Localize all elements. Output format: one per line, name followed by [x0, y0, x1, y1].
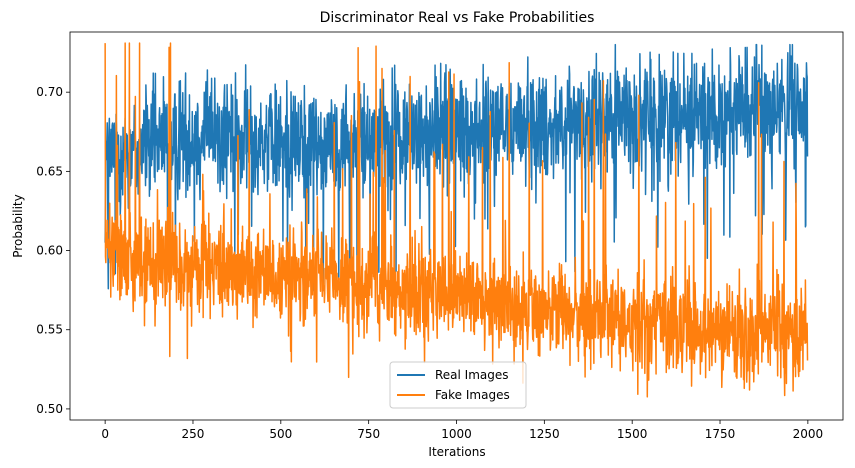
- series-layer: [104, 42, 809, 398]
- legend-label-fake-images: Fake Images: [435, 388, 510, 402]
- x-tick-label: 2000: [793, 427, 824, 441]
- y-tick-label: 0.70: [36, 85, 63, 99]
- x-axis-label: Iterations: [428, 445, 485, 459]
- x-tick-label: 1250: [529, 427, 560, 441]
- x-axis: 0 250 500 750 1000 1250 1500 1750 2000: [101, 420, 823, 441]
- y-tick-label: 0.65: [36, 164, 63, 178]
- legend: Real Images Fake Images: [389, 361, 527, 409]
- legend-box: [389, 361, 527, 409]
- x-tick-label: 500: [269, 427, 292, 441]
- y-axis: 0.50 0.55 0.60 0.65 0.70: [36, 85, 70, 416]
- y-axis-label: Probability: [11, 194, 25, 257]
- x-tick-label: 0: [101, 427, 109, 441]
- series-line-fake-images: [104, 42, 809, 398]
- y-tick-label: 0.50: [36, 402, 63, 416]
- x-tick-label: 750: [357, 427, 380, 441]
- y-tick-label: 0.60: [36, 244, 63, 258]
- chart-title: Discriminator Real vs Fake Probabilities: [320, 10, 595, 26]
- y-tick-label: 0.55: [36, 323, 63, 337]
- x-tick-label: 1000: [441, 427, 472, 441]
- x-tick-label: 1750: [705, 427, 736, 441]
- x-tick-label: 250: [182, 427, 205, 441]
- x-tick-label: 1500: [617, 427, 648, 441]
- legend-label-real-images: Real Images: [435, 368, 509, 382]
- series-line-real-images: [104, 43, 809, 292]
